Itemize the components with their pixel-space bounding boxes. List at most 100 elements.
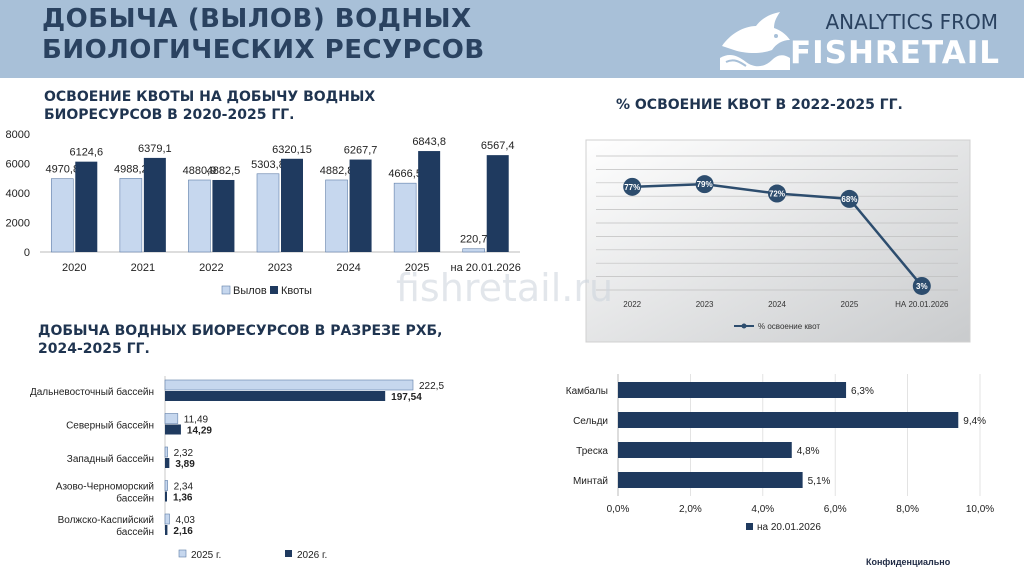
basin-bar-2026 [165, 391, 386, 401]
category-label: Камбалы [566, 385, 608, 397]
page-title: ДОБЫЧА (ВЫЛОВ) ВОДНЫХ БИОЛОГИЧЕСКИХ РЕСУ… [42, 4, 485, 66]
brand-line2: FISHRETAIL [789, 35, 1000, 71]
data-label: 79% [697, 180, 713, 189]
header-banner: ДОБЫЧА (ВЫЛОВ) ВОДНЫХ БИОЛОГИЧЕСКИХ РЕСУ… [0, 0, 1024, 78]
x-tick-label: 2020 [62, 262, 86, 274]
y-tick-label: 8000 [6, 129, 30, 141]
quota-bar [418, 151, 441, 252]
x-tick-label: 2022 [199, 262, 223, 274]
catch-bar [393, 182, 417, 253]
page-title-line1: ДОБЫЧА (ВЫЛОВ) ВОДНЫХ [42, 4, 472, 34]
catch-value-label: 4988,2 [114, 163, 148, 175]
quota-chart-title-line1: ОСВОЕНИЕ КВОТЫ НА ДОБЫЧУ ВОДНЫХ [44, 89, 376, 105]
x-tick-label: 2023 [696, 300, 714, 309]
basin-chart-title-line2: 2024-2025 ГГ. [38, 341, 150, 357]
quota-chart-title: ОСВОЕНИЕ КВОТЫ НА ДОБЫЧУ ВОДНЫХ БИОРЕСУР… [44, 88, 375, 124]
legend-marker [741, 323, 747, 329]
watermark: fishretail.ru [396, 266, 614, 310]
category-label: Треска [576, 446, 608, 457]
legend-label: на 20.01.2026 [757, 522, 821, 533]
basin-value-2026: 2,16 [173, 526, 193, 537]
x-tick-label: 0,0% [607, 504, 630, 515]
basin-value-2025: 222,5 [419, 381, 444, 392]
species-bar [618, 472, 803, 488]
y-tick-label: 6000 [6, 159, 30, 171]
species-value-label: 5,1% [808, 476, 831, 487]
catch-value-label: 4880,9 [183, 165, 217, 177]
legend-label: Вылов [233, 285, 267, 297]
legend-2026-swatch [285, 550, 292, 557]
catch-value-label: 4970,8 [45, 164, 79, 176]
category-label: Волжско-Каспийский [58, 515, 154, 526]
species-value-label: 6,3% [851, 386, 874, 397]
y-tick-label: 2000 [6, 218, 30, 230]
x-tick-label: 8,0% [896, 504, 919, 515]
quota-value-label: 6267,7 [344, 145, 378, 157]
basin-bar-2025 [164, 413, 179, 424]
x-tick-label: 6,0% [824, 504, 847, 515]
data-label: 3% [916, 282, 928, 291]
catch-bar [325, 179, 348, 253]
quota-bar-chart: 0 2000 4000 6000 8000 4970,8 6124,6 2020 4988,2 6… [6, 129, 521, 297]
x-tick-label: 2022 [623, 300, 641, 309]
species-bar [618, 382, 847, 398]
category-label: Сельди [573, 416, 608, 427]
catch-value-label: 5303,8 [251, 159, 285, 171]
x-tick-label: 4,0% [751, 504, 774, 515]
x-tick-label: 2024 [336, 262, 360, 274]
legend-swatch [746, 523, 753, 530]
x-tick-label: 2024 [768, 300, 786, 309]
category-label: бассейн [116, 493, 154, 505]
species-value-label: 9,4% [963, 416, 986, 427]
basin-bar-2025 [164, 480, 168, 491]
data-label: 77% [624, 183, 640, 192]
data-point [912, 276, 931, 295]
quota-bar [212, 179, 235, 252]
quota-bar [349, 159, 372, 252]
catch-value-label: 220,7 [460, 234, 488, 246]
basin-bar-2025 [164, 513, 170, 525]
basin-value-2025: 11,49 [184, 415, 209, 426]
basin-chart-title-line1: ДОБЫЧА ВОДНЫХ БИОРЕСУРСОВ В РАЗРЕЗЕ РХБ, [38, 323, 443, 339]
percent-line-chart: 77% 2022 79% 2023 72% 2024 68% 2025 3% НА 20.01.2… [585, 139, 971, 343]
catch-bar [50, 178, 74, 253]
data-label: 68% [841, 195, 857, 204]
x-tick-label: НА 20.01.2026 [895, 300, 949, 309]
quota-bar [281, 158, 303, 252]
basin-chart-title: ДОБЫЧА ВОДНЫХ БИОРЕСУРСОВ В РАЗРЕЗЕ РХБ,… [38, 322, 443, 358]
quota-value-label: 6567,4 [481, 140, 515, 152]
basin-value-2025: 2,32 [174, 448, 194, 459]
catch-bar [119, 178, 143, 253]
data-point [695, 175, 714, 194]
basin-bar-2026 [165, 458, 170, 468]
percent-chart-title: % ОСВОЕНИЕ КВОТ В 2022-2025 ГГ. [616, 97, 903, 113]
x-tick-label: 2025 [841, 300, 859, 309]
category-label: Азово-Черноморский [56, 482, 154, 493]
data-label: 72% [769, 190, 785, 199]
catch-bar [256, 173, 280, 253]
legend-label: Квоты [281, 285, 312, 297]
quota-value-label: 6379,1 [138, 143, 172, 155]
species-bar [618, 442, 792, 458]
basin-value-2026: 1,36 [173, 493, 193, 504]
quota-value-label: 6124,6 [69, 147, 103, 159]
page-title-line2: БИОЛОГИЧЕСКИХ РЕСУРСОВ [42, 35, 485, 65]
catch-value-label: 4882,8 [320, 165, 354, 177]
x-tick-label: на 20.01.2026 [451, 262, 521, 274]
basin-value-2026: 197,54 [391, 392, 422, 403]
confidential-label: Конфиденциально [866, 557, 951, 567]
basin-bar-2025 [164, 446, 168, 458]
x-tick-label: 2023 [268, 262, 292, 274]
basin-value-2026: 14,29 [187, 426, 212, 437]
basin-bar-2025 [164, 379, 414, 391]
legend-label: 2026 г. [297, 550, 327, 561]
x-tick-label: 10,0% [966, 504, 994, 515]
category-label: бассейн [116, 526, 154, 538]
species-bar [618, 412, 959, 428]
basin-value-2025: 2,34 [174, 482, 194, 493]
legend-label: % освоение квот [758, 322, 820, 331]
quota-value-label: 6320,15 [272, 144, 312, 156]
category-label: Северный бассейн [66, 420, 154, 432]
x-tick-label: 2,0% [679, 504, 702, 515]
category-label: Минтай [573, 476, 608, 487]
